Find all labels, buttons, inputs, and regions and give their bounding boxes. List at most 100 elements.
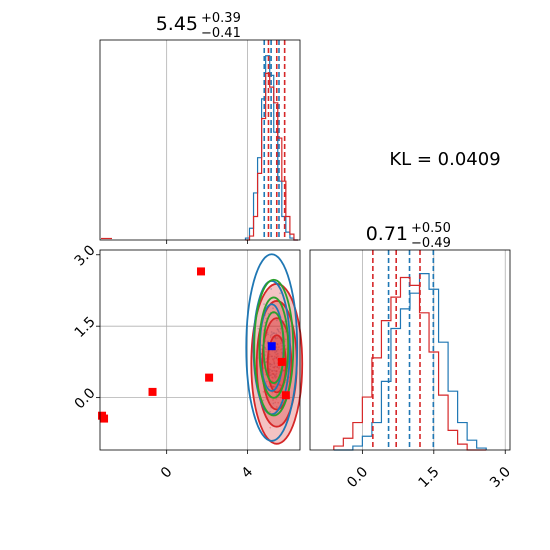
x-tick-label-param1: 4	[239, 464, 257, 482]
scatter-point-red	[262, 390, 265, 393]
scatter-point-blue	[257, 327, 260, 330]
scatter-point-blue	[265, 348, 267, 351]
scatter-point-red	[272, 358, 274, 360]
scatter-point-red	[273, 355, 276, 358]
scatter-point-blue	[275, 346, 278, 349]
scatter-point-blue	[276, 352, 279, 355]
scatter-point-blue	[270, 331, 273, 333]
scatter-point-blue	[273, 357, 276, 360]
scatter-point-blue	[275, 349, 278, 352]
param1-title-value: 5.45	[156, 13, 198, 35]
scatter-point-red	[272, 372, 275, 375]
scatter-point-red	[273, 366, 276, 368]
scatter-point-blue	[276, 366, 279, 368]
scatter-point-red	[270, 355, 273, 358]
scatter-point-red	[281, 351, 283, 354]
scatter-point-red	[271, 376, 274, 379]
scatter-point-blue	[275, 357, 278, 359]
scatter-point-blue	[277, 329, 280, 332]
scatter-point-blue	[274, 337, 277, 340]
scatter-point-blue	[279, 327, 282, 330]
scatter-point-red	[277, 401, 280, 404]
scatter-point-blue	[272, 332, 275, 335]
scatter-point-blue	[274, 336, 277, 339]
scatter-point-blue	[273, 375, 276, 378]
scatter-point-blue	[272, 385, 275, 388]
marker-red-0	[197, 267, 206, 276]
scatter-point-blue	[265, 357, 268, 360]
scatter-point-red	[281, 344, 284, 347]
scatter-point-red	[274, 383, 276, 386]
marker-red-1	[148, 387, 157, 396]
scatter-point-red	[279, 394, 282, 397]
scatter-point-red	[282, 369, 285, 372]
scatter-point-red	[275, 397, 278, 400]
scatter-point-red	[275, 393, 278, 396]
hist2-red-series	[333, 276, 487, 451]
scatter-point-red	[275, 356, 278, 359]
contour-green-level-0	[253, 278, 295, 417]
scatter-point-red	[279, 384, 282, 387]
scatter-point-red	[272, 399, 274, 401]
scatter-point-red	[275, 406, 278, 408]
scatter-point-blue	[272, 366, 275, 369]
scatter-point-red	[273, 373, 276, 376]
joint-scatter-panel	[98, 249, 304, 451]
scatter-point-red	[271, 391, 274, 394]
param1-histogram-frame	[99, 39, 301, 241]
scatter-point-blue	[275, 319, 278, 322]
scatter-point-red	[278, 384, 281, 387]
scatter-point-red	[269, 362, 272, 365]
scatter-point-red	[285, 348, 288, 351]
scatter-point-blue	[275, 372, 278, 375]
scatter-point-blue	[264, 347, 267, 349]
scatter-point-blue	[270, 288, 273, 290]
scatter-point-blue	[270, 363, 273, 366]
scatter-point-blue	[274, 376, 277, 379]
scatter-point-blue	[275, 370, 277, 373]
scatter-point-red	[279, 331, 282, 334]
hist1-red-series	[245, 72, 298, 241]
param1-title-minus: −0.41	[201, 26, 241, 41]
scatter-point-red	[269, 336, 272, 339]
scatter-point-blue	[270, 374, 272, 376]
param2-title-minus: −0.49	[411, 236, 451, 251]
scatter-point-red	[268, 368, 271, 371]
y-tick-label-param2: 1.5	[72, 314, 99, 341]
scatter-point-red	[272, 386, 275, 388]
scatter-point-red	[276, 366, 279, 369]
scatter-point-red	[272, 359, 275, 362]
scatter-point-blue	[267, 312, 270, 315]
scatter-point-blue	[268, 385, 270, 388]
contour-blue-level-0	[245, 253, 299, 442]
scatter-point-red	[278, 367, 280, 370]
param2-title-plus: +0.50	[411, 221, 451, 236]
scatter-point-red	[277, 346, 280, 349]
scatter-point-blue	[271, 355, 273, 358]
scatter-point-red	[269, 426, 272, 429]
scatter-point-blue	[275, 350, 278, 353]
scatter-point-blue	[271, 369, 274, 372]
scatter-point-blue	[269, 365, 272, 368]
scatter-point-blue	[269, 334, 272, 337]
y-tick-label-param2: 3.0	[72, 242, 99, 269]
scatter-point-blue	[273, 332, 276, 335]
scatter-point-red	[276, 355, 279, 358]
scatter-point-blue	[274, 374, 276, 377]
x-tick-label-param2: 0.0	[344, 464, 371, 491]
scatter-point-blue	[272, 373, 275, 376]
scatter-point-blue	[267, 340, 269, 343]
scatter-point-red	[279, 383, 281, 386]
scatter-point-blue	[276, 328, 279, 331]
scatter-point-blue	[277, 348, 279, 351]
hist2-blue-series	[333, 273, 487, 451]
param2-histogram-panel	[309, 249, 511, 451]
scatter-point-blue	[275, 332, 278, 335]
scatter-point-red	[275, 370, 278, 372]
scatter-point-blue	[274, 365, 277, 368]
joint-panel-frame	[99, 249, 301, 451]
scatter-point-red	[276, 370, 279, 373]
scatter-point-red	[271, 370, 273, 373]
scatter-point-blue	[267, 333, 269, 336]
